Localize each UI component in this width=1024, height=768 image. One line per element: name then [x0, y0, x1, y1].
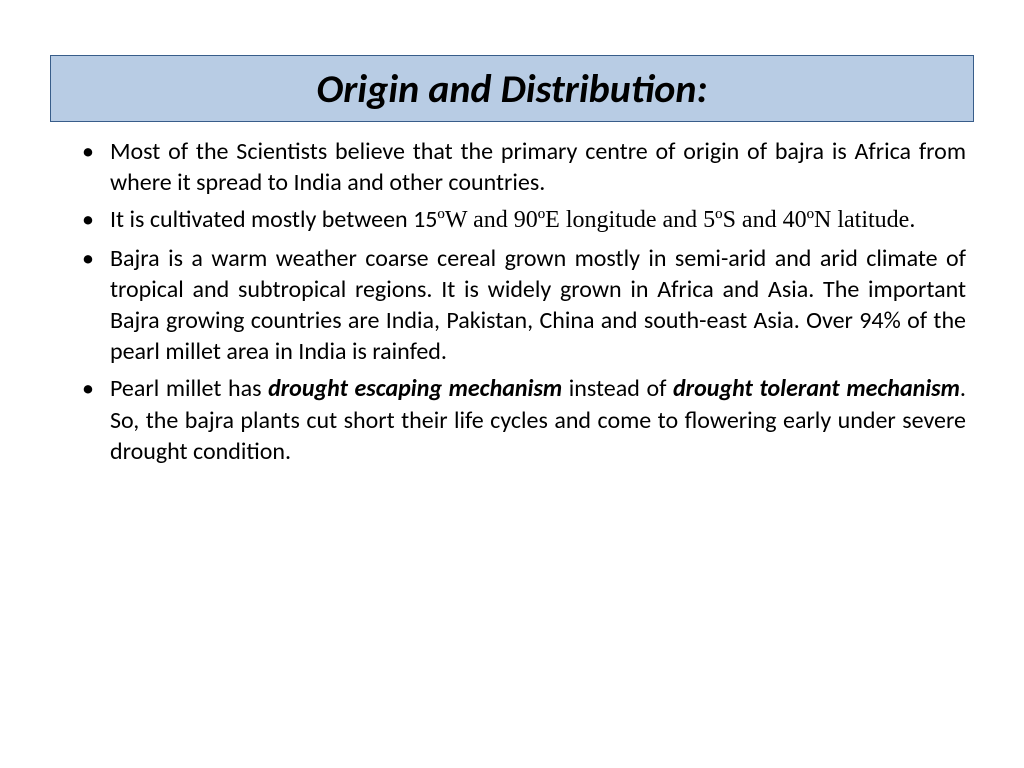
bullet-emphasis: drought escaping mechanism — [268, 374, 562, 403]
bullet-list: Most of the Scientists believe that the … — [50, 136, 974, 467]
bullet-text: ºW and 90ºE longitude and 5ºS and 40ºN l… — [437, 207, 915, 233]
bullet-text: Pearl millet has — [110, 374, 268, 403]
list-item: Most of the Scientists believe that the … — [110, 136, 974, 198]
bullet-text: instead of — [562, 374, 673, 403]
list-item: Pearl millet has drought escaping mechan… — [110, 373, 974, 467]
page-title: Origin and Distribution: — [61, 64, 963, 113]
list-item: Bajra is a warm weather coarse cereal gr… — [110, 243, 974, 368]
title-box: Origin and Distribution: — [50, 55, 974, 122]
bullet-text: It is cultivated mostly between 15 — [110, 205, 437, 234]
bullet-text: Most of the Scientists believe that the … — [110, 137, 966, 197]
bullet-emphasis: drought tolerant mechanism — [673, 374, 960, 403]
list-item: It is cultivated mostly between 15ºW and… — [110, 204, 974, 236]
bullet-text: Bajra is a warm weather coarse cereal gr… — [110, 244, 966, 367]
